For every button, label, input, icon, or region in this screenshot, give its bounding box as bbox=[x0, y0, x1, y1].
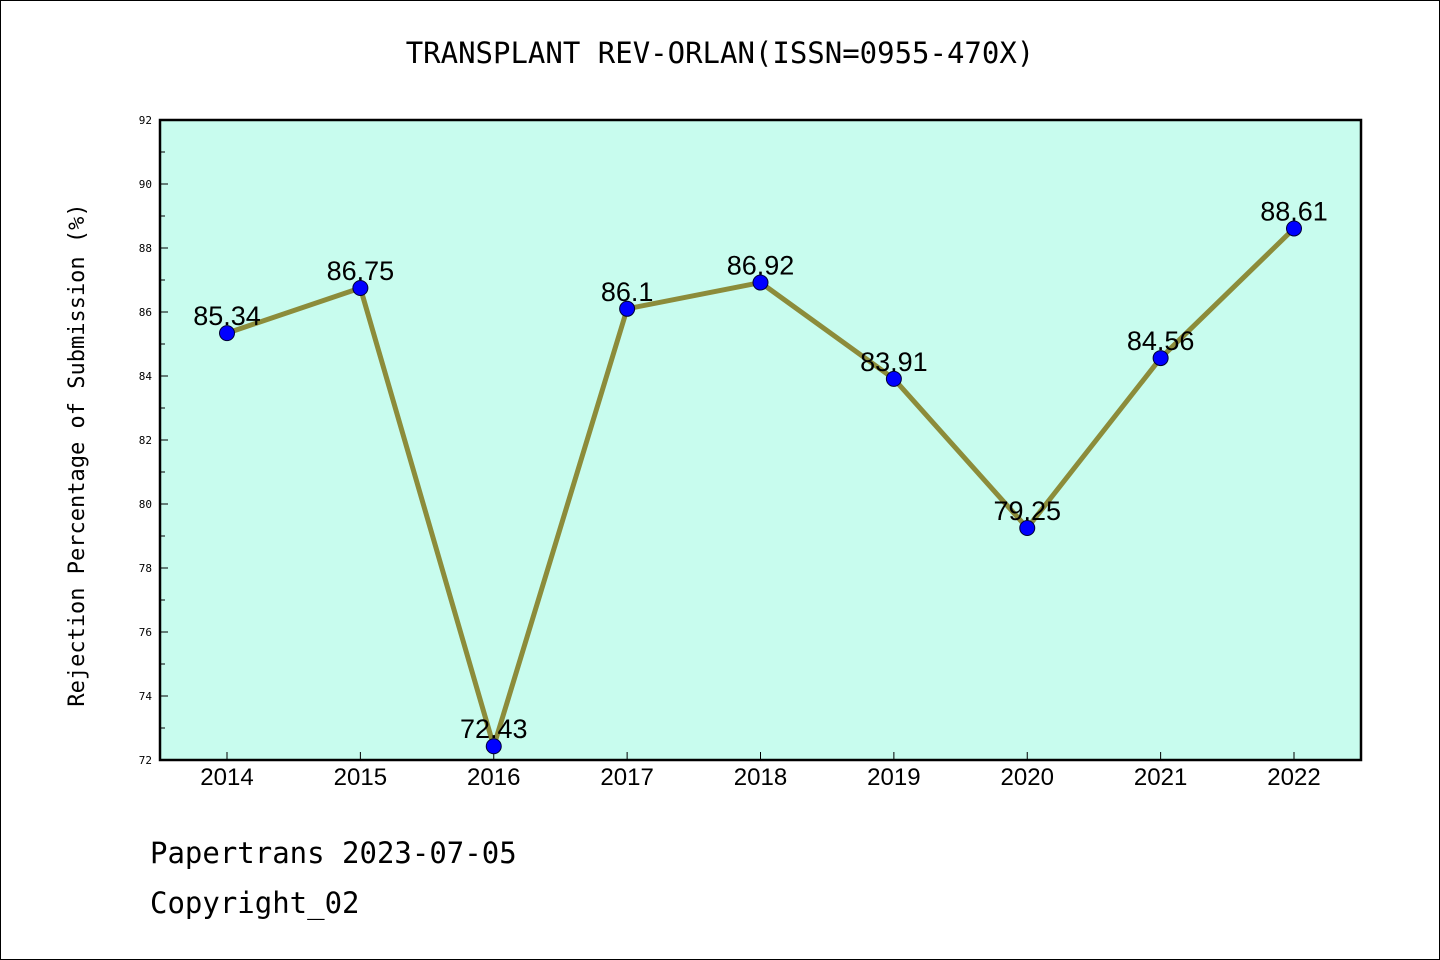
x-axis: 2014 2015 2016 2017 2018 2019 2020 2021 2022 bbox=[200, 752, 1321, 791]
data-point-marker bbox=[352, 280, 369, 296]
data-point-marker bbox=[1286, 220, 1302, 237]
data-point-label: 83.91 bbox=[860, 347, 928, 377]
y-tick-label: 78 bbox=[139, 562, 152, 575]
chart-title: TRANSPLANT REV-ORLAN(ISSN=0955-470X) bbox=[405, 36, 1035, 70]
x-tick-label: 2020 bbox=[1001, 764, 1054, 791]
footer-date-line: Papertrans 2023-07-05 bbox=[150, 836, 517, 870]
data-point-label: 86.92 bbox=[727, 251, 795, 281]
data-point-label: 85.34 bbox=[193, 301, 261, 331]
x-tick-label: 2016 bbox=[467, 764, 520, 791]
y-tick-label: 80 bbox=[139, 498, 152, 511]
x-tick-label: 2018 bbox=[734, 764, 787, 791]
data-point-marker bbox=[1152, 350, 1169, 367]
y-tick-label: 84 bbox=[139, 370, 153, 383]
data-point-marker bbox=[885, 370, 902, 387]
y-tick-label: 86 bbox=[139, 306, 152, 319]
y-axis-label: Rejection Percentage of Submission (%) bbox=[65, 203, 90, 706]
plot-border bbox=[158, 118, 1363, 762]
data-point-marker bbox=[219, 325, 235, 342]
data-markers bbox=[219, 220, 1302, 755]
y-axis: 72 74 76 78 80 82 84 86 88 90 92 bbox=[139, 114, 168, 767]
data-point-label: 79.25 bbox=[993, 496, 1061, 526]
x-tick-label: 2022 bbox=[1267, 764, 1320, 791]
data-point-marker bbox=[1019, 520, 1036, 536]
data-point-label: 88.61 bbox=[1260, 196, 1328, 226]
data-labels: 85.34 86.75 72.43 86.1 86.92 83.91 79.25 84.56 8… bbox=[193, 196, 1328, 744]
data-point-marker bbox=[752, 274, 769, 291]
data-point-marker bbox=[619, 300, 636, 317]
y-tick-label: 74 bbox=[139, 690, 153, 703]
x-tick-label: 2019 bbox=[867, 764, 920, 791]
y-tick-label: 82 bbox=[139, 434, 152, 447]
plot-area bbox=[160, 120, 1361, 760]
data-point-marker bbox=[485, 738, 502, 755]
y-tick-label: 72 bbox=[139, 754, 152, 767]
y-tick-label: 88 bbox=[139, 242, 152, 255]
y-tick-label: 90 bbox=[139, 178, 152, 191]
y-tick-label: 76 bbox=[139, 626, 152, 639]
x-tick-label: 2021 bbox=[1134, 764, 1187, 791]
x-tick-label: 2015 bbox=[334, 764, 387, 791]
data-point-label: 72.43 bbox=[460, 714, 528, 744]
data-point-label: 86.75 bbox=[327, 256, 395, 286]
data-point-label: 86.1 bbox=[601, 277, 654, 307]
x-tick-label: 2017 bbox=[600, 764, 653, 791]
data-point-label: 84.56 bbox=[1127, 326, 1195, 356]
footer-copyright-line: Copyright_02 bbox=[150, 886, 360, 920]
y-tick-label: 92 bbox=[139, 114, 152, 127]
x-tick-label: 2014 bbox=[200, 764, 253, 791]
